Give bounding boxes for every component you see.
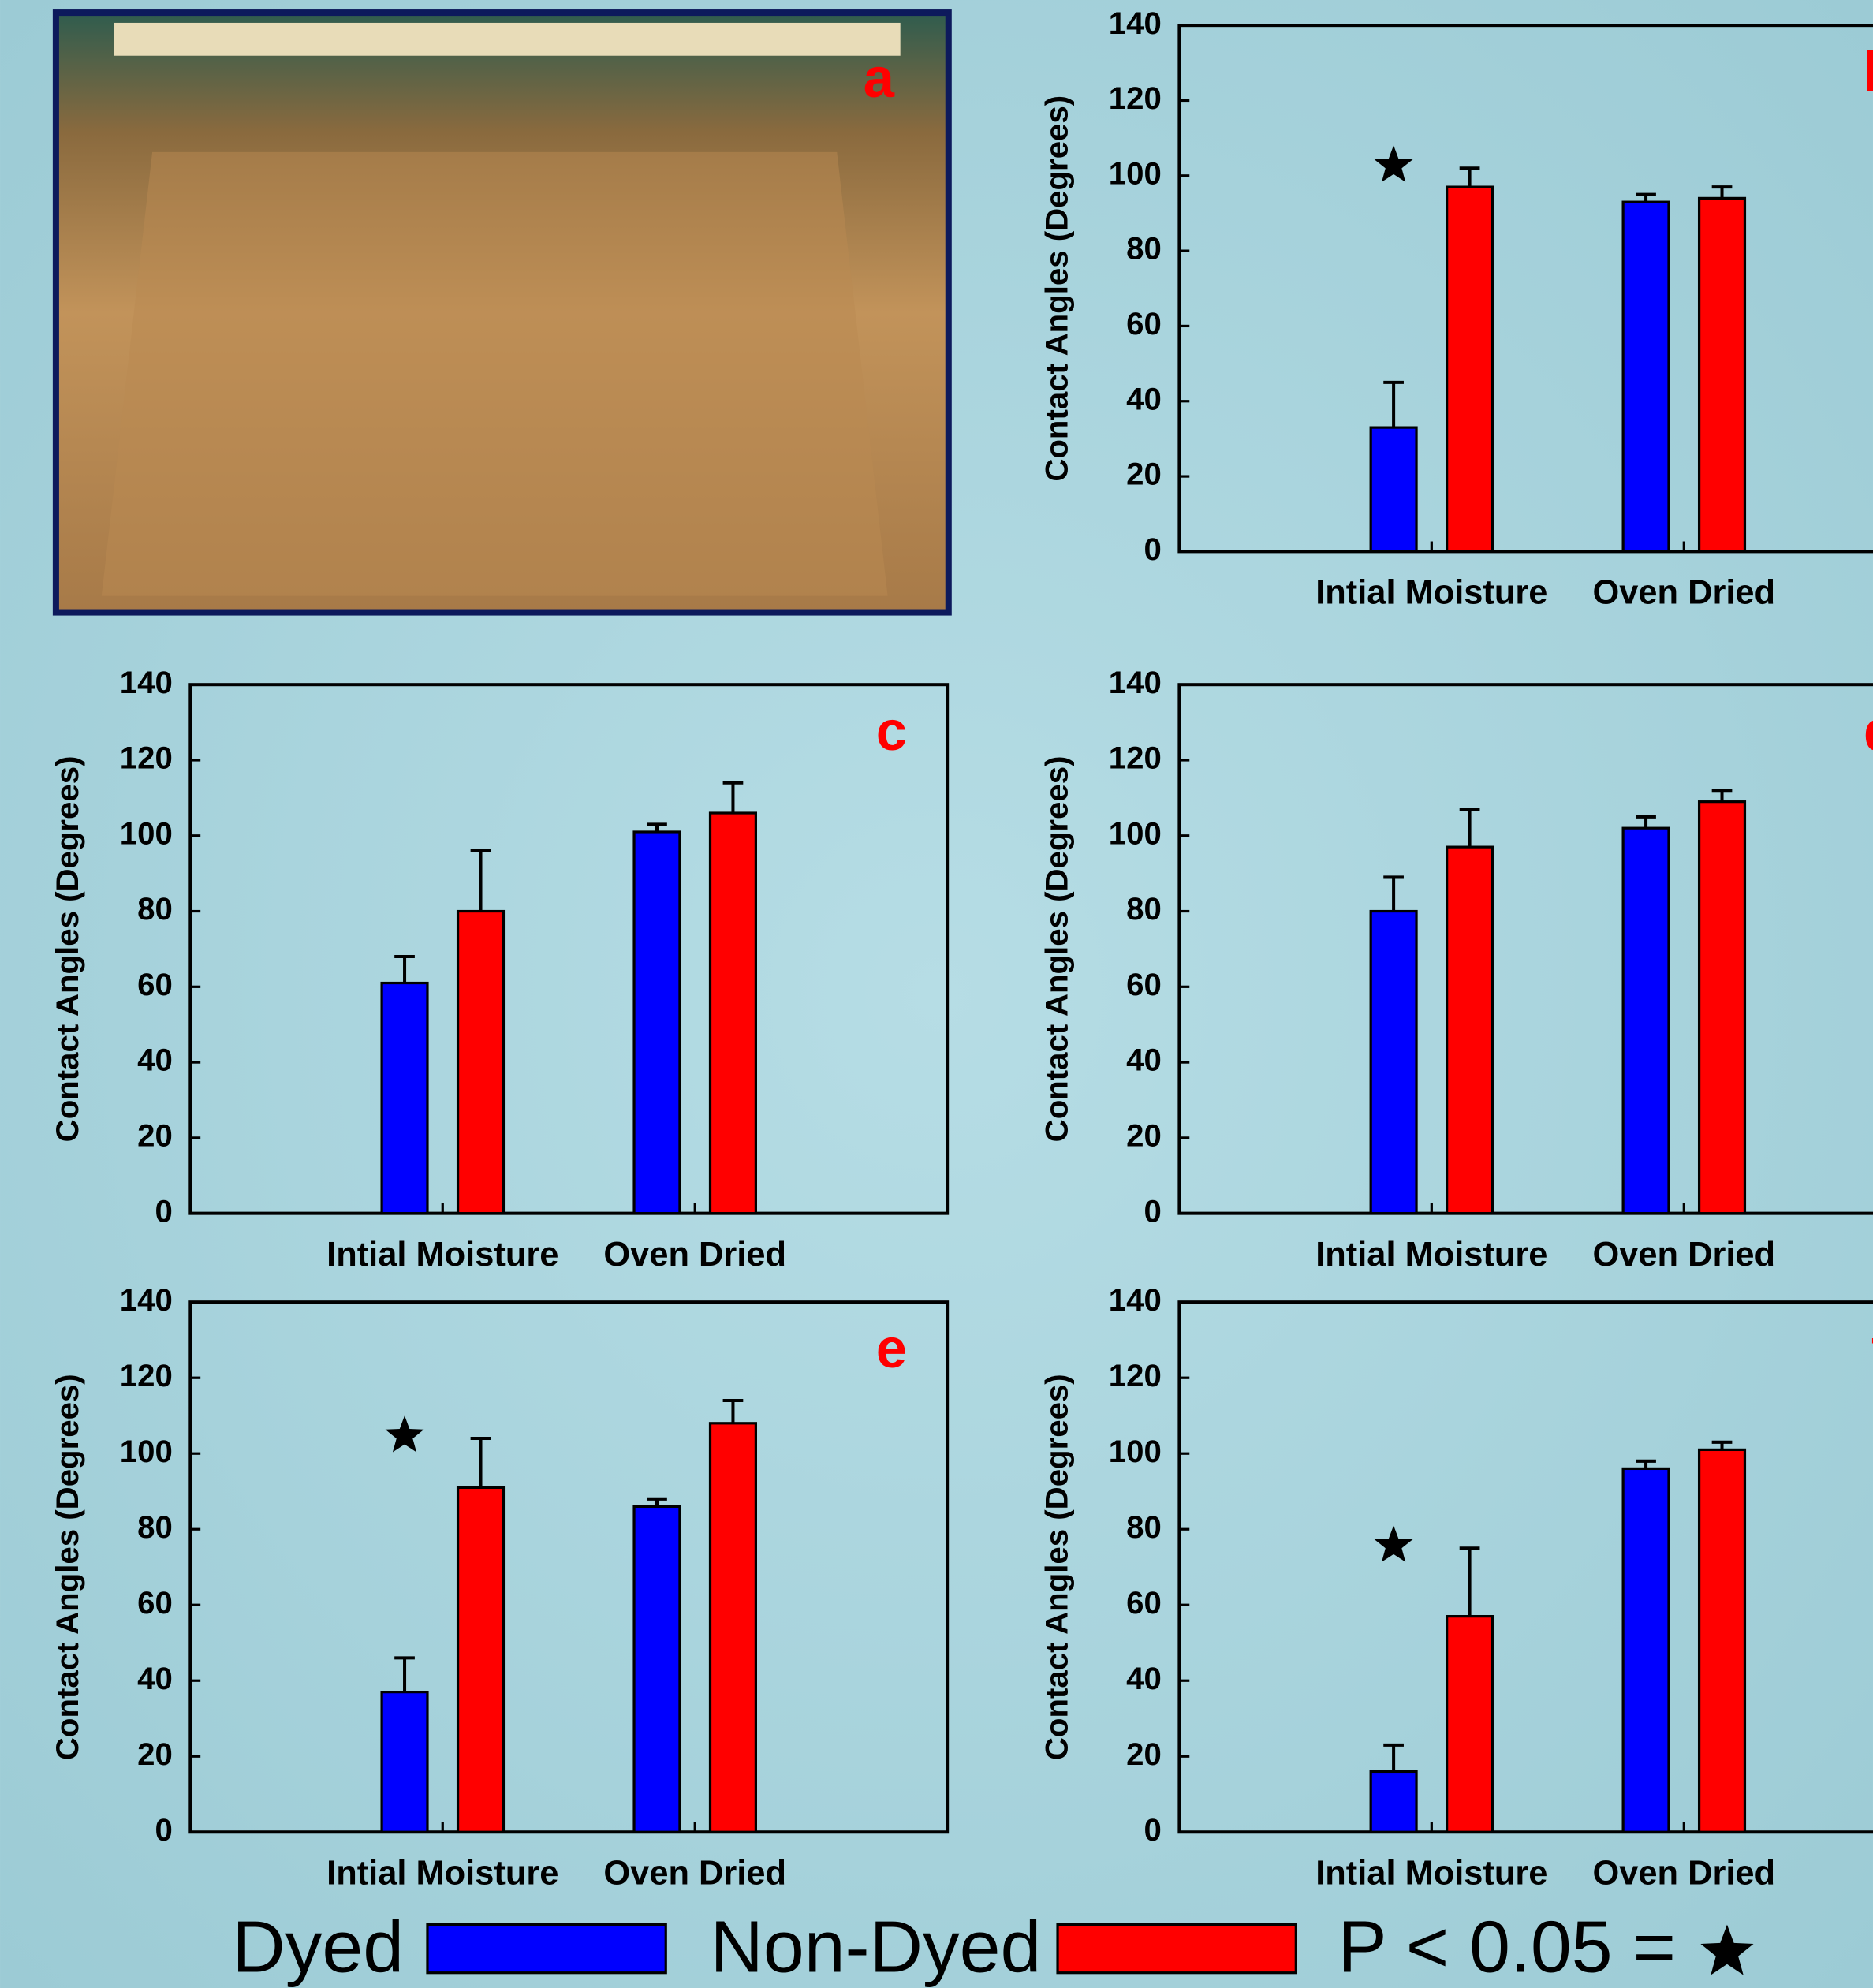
x-tick-label: Oven Dried	[603, 1854, 786, 1892]
legend-swatch	[427, 1925, 666, 1973]
y-tick-label: 120	[1109, 740, 1162, 776]
y-tick-label: 20	[1126, 1736, 1162, 1772]
pit-floor	[102, 152, 888, 596]
bar	[634, 1506, 680, 1832]
bar	[1447, 847, 1493, 1214]
bar	[1371, 427, 1416, 551]
panel-label: a	[864, 47, 895, 109]
y-tick-label: 140	[1109, 6, 1162, 41]
y-tick-label: 80	[1126, 1509, 1162, 1545]
y-tick-label: 0	[155, 1193, 172, 1229]
y-tick-label: 0	[1144, 1812, 1162, 1848]
y-tick-label: 120	[1109, 80, 1162, 116]
x-tick-label: Intial Moisture	[1315, 1854, 1547, 1892]
y-tick-label: 80	[1126, 231, 1162, 267]
page: a Dyed Non-Dyed P < 0.05 = 0 20 40 60 80 100 1…	[0, 0, 1873, 1988]
panel-label: e	[876, 1317, 907, 1379]
legend-label: P < 0.05 =	[1338, 1906, 1676, 1988]
ruler	[114, 23, 901, 56]
y-tick-label: 100	[120, 815, 173, 851]
y-tick-label: 60	[1126, 967, 1162, 1002]
x-tick-label: Intial Moisture	[1315, 1236, 1547, 1274]
bar	[711, 813, 756, 1214]
y-axis-title: Contact Angles (Degrees)	[1039, 95, 1074, 482]
y-tick-label: 20	[137, 1117, 173, 1153]
x-tick-label: Oven Dried	[1592, 1236, 1775, 1274]
bar	[1700, 802, 1745, 1214]
bar	[1623, 202, 1669, 551]
y-tick-label: 40	[137, 1661, 173, 1696]
y-tick-label: 0	[1144, 1193, 1162, 1229]
y-tick-label: 120	[120, 1358, 173, 1393]
y-tick-label: 60	[1126, 306, 1162, 341]
panel-label: b	[1864, 40, 1873, 103]
bar	[458, 1487, 504, 1832]
y-tick-label: 120	[120, 740, 173, 776]
bar	[1623, 1468, 1669, 1832]
y-axis-title: Contact Angles (Degrees)	[1039, 1374, 1074, 1760]
y-tick-label: 40	[1126, 381, 1162, 416]
x-tick-label: Intial Moisture	[326, 1236, 558, 1274]
panel-label: c	[876, 699, 907, 762]
legend-swatch	[1058, 1925, 1296, 1973]
bar	[1447, 187, 1493, 551]
y-tick-label: 40	[1126, 1042, 1162, 1078]
x-tick-label: Intial Moisture	[1315, 574, 1547, 612]
y-tick-label: 20	[137, 1736, 173, 1772]
x-tick-label: Oven Dried	[603, 1236, 786, 1274]
y-tick-label: 100	[1109, 1434, 1162, 1469]
y-tick-label: 80	[137, 1509, 173, 1545]
bar	[1371, 912, 1416, 1214]
x-tick-label: Intial Moisture	[326, 1854, 558, 1892]
y-tick-label: 60	[1126, 1585, 1162, 1621]
panel-label: d	[1864, 699, 1873, 762]
y-tick-label: 100	[1109, 155, 1162, 191]
y-tick-label: 20	[1126, 457, 1162, 492]
y-axis-title: Contact Angles (Degrees)	[50, 756, 85, 1143]
y-axis-title: Contact Angles (Degrees)	[1039, 756, 1074, 1143]
y-tick-label: 60	[137, 967, 173, 1002]
photo-panel: a	[56, 13, 949, 612]
bar	[711, 1423, 756, 1832]
legend-label: Non-Dyed	[711, 1906, 1042, 1988]
bar	[1700, 198, 1745, 551]
y-axis-title: Contact Angles (Degrees)	[50, 1374, 85, 1760]
y-tick-label: 0	[155, 1812, 172, 1848]
y-tick-label: 120	[1109, 1358, 1162, 1393]
bar	[1623, 828, 1669, 1213]
bar	[382, 1692, 427, 1833]
y-tick-label: 140	[120, 665, 173, 700]
x-tick-label: Oven Dried	[1592, 1854, 1775, 1892]
y-tick-label: 140	[1109, 665, 1162, 700]
y-tick-label: 20	[1126, 1117, 1162, 1153]
y-tick-label: 80	[1126, 891, 1162, 927]
y-tick-label: 40	[1126, 1661, 1162, 1696]
bar	[1447, 1617, 1493, 1833]
y-tick-label: 0	[1144, 532, 1162, 567]
y-tick-label: 60	[137, 1585, 173, 1621]
y-tick-label: 80	[137, 891, 173, 927]
bar	[634, 832, 680, 1214]
x-tick-label: Oven Dried	[1592, 574, 1775, 612]
y-tick-label: 100	[1109, 815, 1162, 851]
bar	[1700, 1449, 1745, 1832]
bar	[458, 912, 504, 1214]
y-tick-label: 100	[120, 1434, 173, 1469]
y-tick-label: 140	[1109, 1282, 1162, 1318]
y-tick-label: 140	[120, 1282, 173, 1318]
y-tick-label: 40	[137, 1042, 173, 1078]
figure: a Dyed Non-Dyed P < 0.05 = 0 20 40 60 80 100 1…	[0, 0, 1873, 1988]
bar	[382, 983, 427, 1214]
legend-label: Dyed	[232, 1906, 404, 1988]
bar	[1371, 1771, 1416, 1832]
